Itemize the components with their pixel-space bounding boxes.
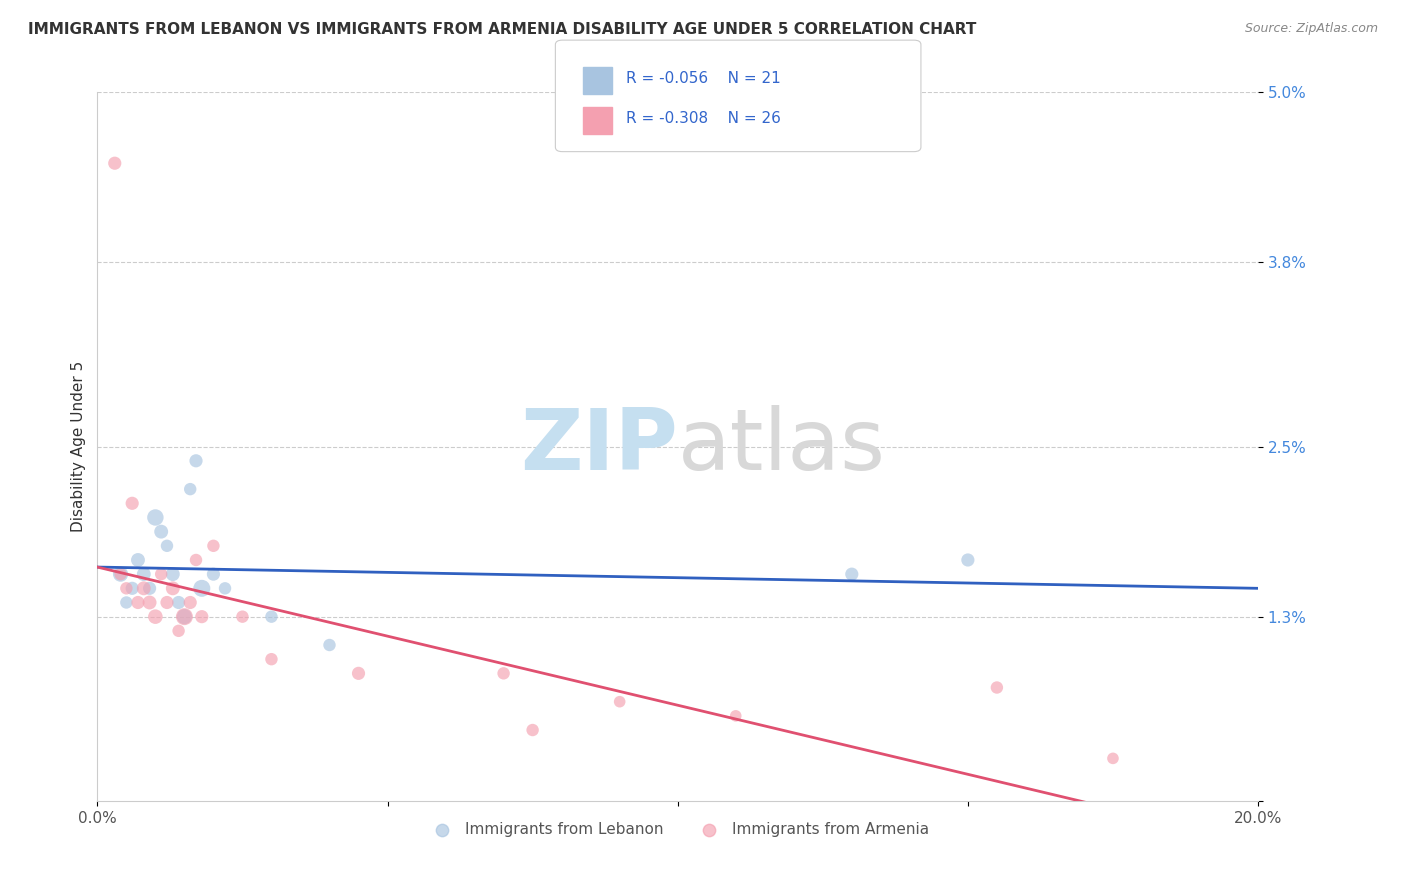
Point — [132, 567, 155, 582]
Point — [986, 681, 1008, 695]
Point — [173, 609, 195, 624]
Point — [173, 609, 195, 624]
Point — [1102, 751, 1125, 765]
Point — [347, 666, 370, 681]
Point — [522, 723, 544, 737]
Point — [132, 582, 155, 596]
Point — [127, 595, 149, 609]
Point — [191, 582, 214, 596]
Point — [121, 496, 143, 510]
Point — [318, 638, 340, 652]
Text: IMMIGRANTS FROM LEBANON VS IMMIGRANTS FROM ARMENIA DISABILITY AGE UNDER 5 CORREL: IMMIGRANTS FROM LEBANON VS IMMIGRANTS FR… — [28, 22, 977, 37]
Point — [104, 156, 127, 170]
Point — [184, 454, 207, 468]
Text: atlas: atlas — [678, 405, 886, 488]
Point — [492, 666, 515, 681]
Point — [162, 567, 184, 582]
Point — [260, 609, 283, 624]
Point — [231, 609, 253, 624]
Point — [167, 595, 190, 609]
Point — [202, 539, 225, 553]
Legend: Immigrants from Lebanon, Immigrants from Armenia: Immigrants from Lebanon, Immigrants from… — [420, 815, 935, 843]
Point — [110, 567, 132, 582]
Point — [138, 595, 160, 609]
Text: R = -0.308    N = 26: R = -0.308 N = 26 — [626, 112, 780, 126]
Point — [609, 695, 631, 709]
Point — [156, 595, 179, 609]
Y-axis label: Disability Age Under 5: Disability Age Under 5 — [72, 361, 86, 533]
Point — [214, 582, 236, 596]
Point — [156, 539, 179, 553]
Text: R = -0.056    N = 21: R = -0.056 N = 21 — [626, 71, 780, 86]
Point — [179, 595, 201, 609]
Point — [162, 582, 184, 596]
Point — [179, 482, 201, 496]
Point — [115, 595, 138, 609]
Point — [202, 567, 225, 582]
Point — [724, 709, 747, 723]
Point — [145, 609, 167, 624]
Point — [841, 567, 863, 582]
Point — [115, 582, 138, 596]
Point — [184, 553, 207, 567]
Point — [150, 567, 173, 582]
Text: ZIP: ZIP — [520, 405, 678, 488]
Point — [260, 652, 283, 666]
Point — [127, 553, 149, 567]
Point — [191, 609, 214, 624]
Point — [121, 582, 143, 596]
Point — [110, 567, 132, 582]
Point — [145, 510, 167, 524]
Point — [956, 553, 979, 567]
Point — [167, 624, 190, 638]
Point — [138, 582, 160, 596]
Text: Source: ZipAtlas.com: Source: ZipAtlas.com — [1244, 22, 1378, 36]
Point — [150, 524, 173, 539]
